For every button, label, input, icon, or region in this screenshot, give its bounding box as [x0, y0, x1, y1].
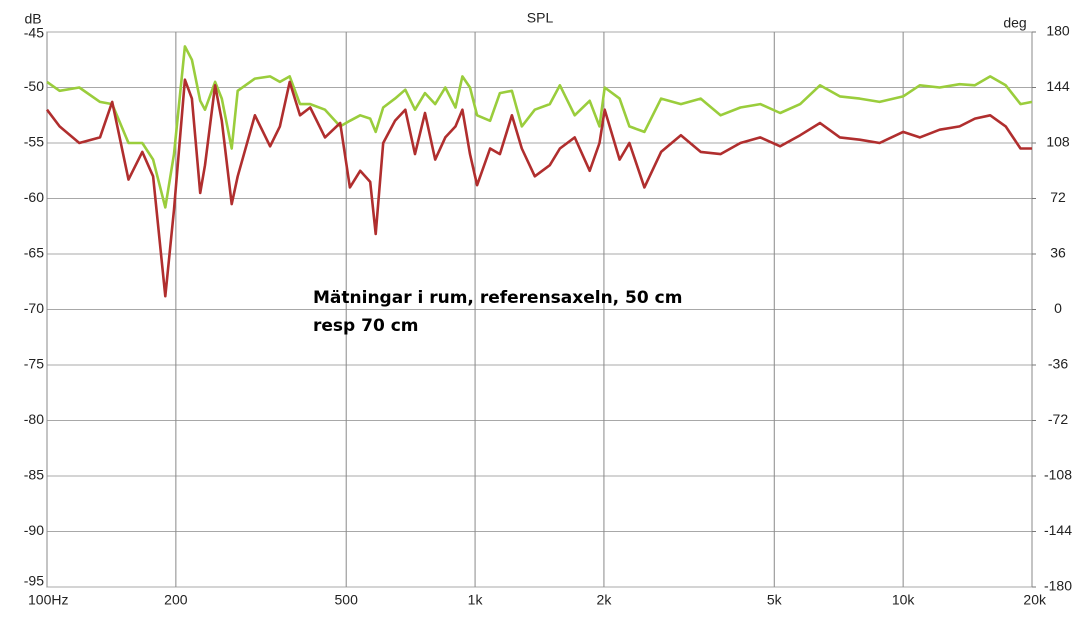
- series-line: [45, 78, 1032, 298]
- y-tick-label: -50: [24, 78, 44, 94]
- y-tick-label: -55: [24, 134, 44, 150]
- x-tick-label: 200: [164, 592, 188, 608]
- y2-axis-label: deg: [1003, 15, 1026, 31]
- y-tick-label: -65: [24, 245, 44, 261]
- y2-tick-label: 144: [1046, 78, 1070, 94]
- y-tick-label: -90: [24, 522, 44, 538]
- y2-tick-label: -144: [1044, 522, 1072, 538]
- y-tick-label: -60: [24, 189, 44, 205]
- y2-tick-label: 72: [1050, 189, 1066, 205]
- y-tick-label: -70: [24, 300, 44, 316]
- x-tick-label: 5k: [767, 592, 783, 608]
- annotation: resp 70 cm: [313, 316, 419, 336]
- y2-tick-label: 108: [1046, 134, 1070, 150]
- y2-tick-label: 0: [1054, 300, 1062, 316]
- y2-tick-label: 180: [1046, 23, 1070, 39]
- y2-tick-label: -180: [1044, 578, 1072, 594]
- x-tick-label: 10k: [892, 592, 916, 608]
- y-tick-label: -45: [24, 25, 44, 41]
- x-tick-label: 2k: [597, 592, 613, 608]
- annotation: Mätningar i rum, referensaxeln, 50 cm: [313, 288, 682, 308]
- y2-tick-label: -36: [1048, 356, 1068, 372]
- y2-tick-label: -108: [1044, 467, 1072, 483]
- chart-title: SPL: [527, 10, 554, 26]
- y2-tick-label: -72: [1048, 411, 1068, 427]
- series-line: [46, 45, 1033, 209]
- x-tick-label: 100Hz: [28, 592, 68, 608]
- y-tick-label: -75: [24, 356, 44, 372]
- y-axis-label: dB: [24, 11, 41, 27]
- y-tick-label: -95: [24, 573, 44, 589]
- x-tick-label: 20k: [1023, 592, 1047, 608]
- y2-tick-label: 36: [1050, 245, 1066, 261]
- y-tick-label: -80: [24, 411, 44, 427]
- x-tick-label: 1k: [468, 592, 484, 608]
- x-tick-label: 500: [335, 592, 359, 608]
- y-tick-label: -85: [24, 467, 44, 483]
